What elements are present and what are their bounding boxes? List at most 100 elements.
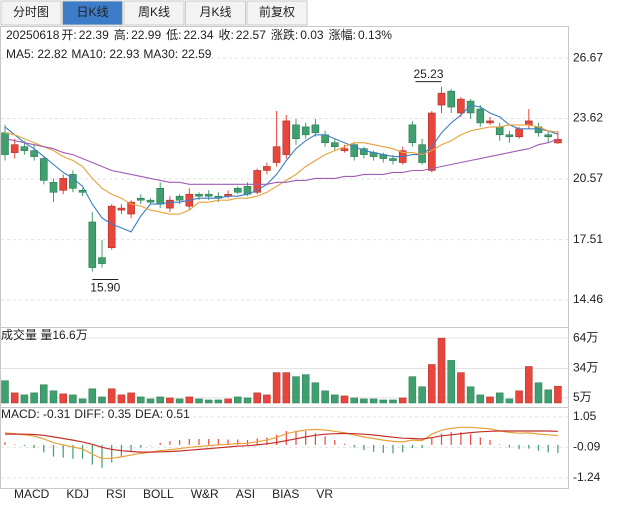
macd-bar: [392, 444, 394, 454]
volume-bar: [515, 390, 523, 404]
candle-body: [437, 92, 446, 106]
candle-body: [234, 187, 242, 193]
macd-bar: [528, 444, 530, 449]
volume-bar: [437, 337, 446, 404]
volume-bar: [185, 396, 194, 404]
indicator-tab[interactable]: BOLL: [143, 487, 174, 501]
volume-bar: [369, 398, 378, 404]
volume-bar: [544, 389, 552, 404]
info-label: 高:: [114, 27, 129, 42]
macd-bar: [343, 443, 346, 445]
indicator-tab[interactable]: BIAS: [272, 487, 299, 501]
macd-bar: [450, 432, 452, 445]
tab-label[interactable]: 日K线: [76, 5, 108, 19]
macd-bar: [227, 439, 229, 445]
macd-bar: [460, 432, 462, 445]
macd-bar: [382, 444, 384, 453]
volume-bar: [20, 394, 29, 404]
macd-bar: [82, 444, 84, 459]
indicator-tab[interactable]: RSI: [106, 487, 126, 501]
tab-button[interactable]: [246, 0, 308, 26]
tab-label[interactable]: 周K线: [138, 5, 170, 19]
macd-line: [4, 426, 558, 460]
macd-bar: [363, 444, 365, 451]
tab-button[interactable]: [185, 0, 246, 26]
macd-bar: [149, 444, 152, 446]
y-tick-label: 20.57: [573, 171, 603, 185]
candle-body: [78, 189, 87, 193]
y-tick-label: -1.24: [573, 470, 601, 484]
ma-line: [4, 138, 559, 185]
info-label: 低:: [166, 28, 181, 42]
macd-panel: [0, 407, 569, 489]
macd-bar: [470, 434, 472, 445]
tab-label[interactable]: 前复权: [259, 4, 295, 19]
candle-body: [39, 158, 48, 181]
indicator-tab[interactable]: ASI: [236, 487, 255, 501]
candle-body: [156, 187, 164, 205]
volume-bar: [127, 392, 135, 404]
candle-body: [311, 124, 320, 134]
candle-body: [544, 134, 553, 138]
candle-body: [175, 195, 184, 201]
volume-bar: [204, 399, 213, 404]
volume-bar: [398, 397, 407, 404]
tab-button[interactable]: [123, 0, 185, 26]
tab-button[interactable]: [0, 0, 62, 26]
volume-bar: [321, 390, 329, 404]
macd-bar: [169, 441, 171, 445]
macd-bar: [159, 442, 161, 445]
volume-bar: [88, 388, 97, 404]
tab-label[interactable]: 月K线: [199, 5, 231, 19]
tab-button[interactable]: [62, 0, 123, 26]
candle-body: [166, 199, 174, 209]
indicator-tab[interactable]: MACD: [14, 487, 50, 501]
macd-bar: [217, 439, 219, 445]
macd-bar: [266, 437, 268, 445]
macd-bar: [179, 440, 181, 445]
macd-bar: [557, 444, 559, 454]
volume-bar: [30, 392, 38, 404]
macd-bar: [52, 444, 55, 457]
macd-bar: [23, 444, 25, 446]
volume-bar: [98, 396, 106, 404]
indicator-tab[interactable]: VR: [316, 487, 333, 501]
candle-body: [107, 205, 116, 249]
volume-bar: [476, 394, 485, 404]
y-tick-label: 34万: [573, 361, 598, 375]
macd-bar: [72, 444, 74, 459]
tab-label[interactable]: 分时图: [13, 5, 49, 19]
macd-bar: [237, 439, 239, 445]
candle-body: [59, 178, 68, 191]
volume-bar: [195, 398, 203, 404]
macd-bar: [547, 444, 549, 453]
macd-bar: [411, 444, 413, 449]
y-tick-label: 64万: [573, 330, 598, 344]
volume-bar: [379, 399, 388, 404]
macd-bar: [198, 439, 200, 445]
candle-body: [137, 197, 145, 201]
candle-body: [340, 148, 349, 151]
volume-bar: [340, 395, 349, 404]
macd-bar: [421, 444, 423, 449]
volume-bar: [234, 396, 242, 404]
macd-bar: [295, 430, 297, 445]
indicator-tab[interactable]: KDJ: [66, 487, 89, 501]
candle-body: [427, 112, 436, 171]
indicator-tab[interactable]: W&R: [191, 487, 219, 501]
macd-bar: [130, 444, 132, 452]
macd-bar: [314, 433, 316, 445]
candle-body: [49, 182, 58, 193]
info-value: 22.57: [236, 28, 266, 42]
legend-entry: DEA: 0.51: [135, 407, 190, 421]
volume-bar: [505, 398, 514, 404]
candle-body: [515, 128, 523, 138]
volume-bar: [49, 390, 58, 404]
volume-bar: [175, 398, 184, 404]
candle-body: [505, 134, 514, 138]
info-date: 20250618: [6, 28, 60, 42]
info-value: 22.99: [131, 28, 161, 42]
annotation: 25.23: [413, 67, 443, 81]
candle-body: [127, 201, 135, 215]
